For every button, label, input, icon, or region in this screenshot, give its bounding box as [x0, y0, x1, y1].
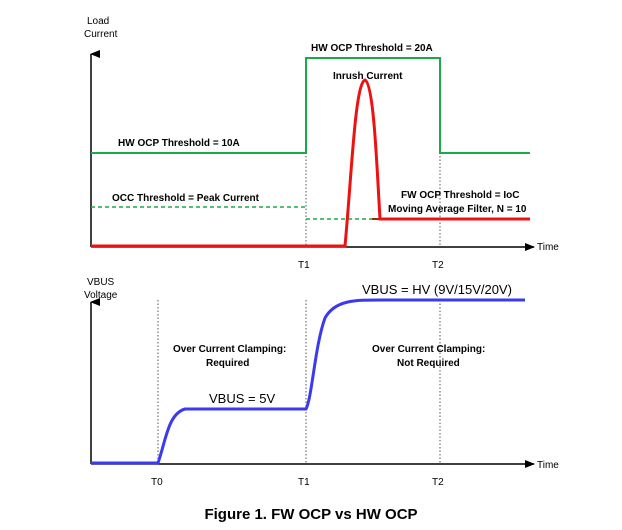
clamp-not-required-line1: Over Current Clamping: [372, 344, 485, 355]
inrush-current-label: Inrush Current [333, 71, 403, 82]
top-x-label: Time [537, 242, 559, 253]
bottom-tick-t1: T1 [298, 477, 310, 488]
clamp-not-required-line2: Not Required [397, 358, 460, 369]
bottom-y-label-line1: VBUS [87, 277, 115, 288]
top-tick-t2: T2 [432, 260, 444, 271]
figure-caption: Figure 1. FW OCP vs HW OCP [204, 506, 417, 523]
load-current-curve [91, 78, 530, 248]
hw-ocp-low-label: HW OCP Threshold = 10A [118, 138, 240, 149]
vbus-voltage-curve [91, 298, 525, 465]
occ-threshold-label: OCC Threshold = Peak Current [112, 193, 260, 204]
hw-ocp-threshold-line [91, 57, 530, 154]
bottom-tick-t2: T2 [432, 477, 444, 488]
vbus-low-label: VBUS = 5V [209, 391, 275, 406]
bottom-tick-t0: T0 [151, 477, 163, 488]
clamp-required-line2: Required [206, 358, 249, 369]
bottom-x-label: Time [537, 460, 559, 471]
top-y-label-line1: Load [87, 16, 109, 27]
vbus-high-label: VBUS = HV (9V/15V/20V) [362, 282, 512, 297]
top-tick-t1: T1 [298, 260, 310, 271]
clamp-required-line1: Over Current Clamping: [173, 344, 286, 355]
bottom-chart: VBUS Voltage Time T0 T1 T2 VBUS = 5V VBU… [84, 277, 559, 488]
fw-ocp-label-line2: Moving Average Filter, N = 10 [388, 204, 527, 215]
fw-ocp-label-line1: FW OCP Threshold = IoC [401, 190, 519, 201]
top-y-label-line2: Current [84, 29, 118, 40]
hw-ocp-high-label: HW OCP Threshold = 20A [311, 43, 433, 54]
bottom-y-label-line2: Voltage [84, 290, 118, 301]
top-chart: Load Current Time T1 T2 HW OCP Threshold… [84, 16, 559, 271]
